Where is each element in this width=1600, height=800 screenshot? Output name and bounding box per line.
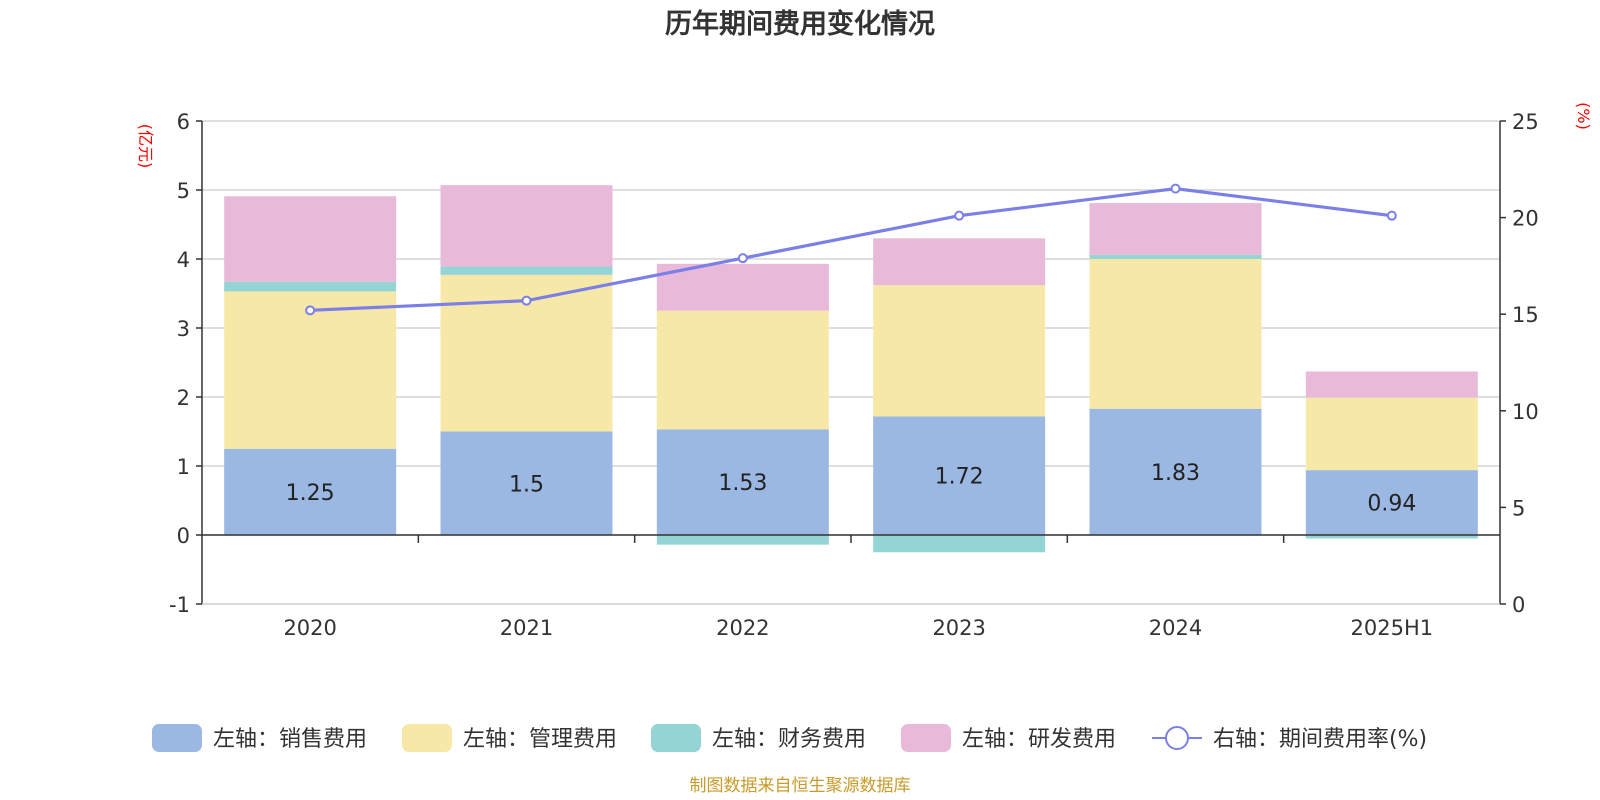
bar-2020-s2	[224, 281, 397, 292]
legend-swatch-0	[152, 724, 202, 752]
data-label-2023: 1.72	[935, 465, 984, 490]
legend-label-0: 左轴：销售费用	[213, 727, 367, 752]
bar-2023-s0	[873, 416, 1046, 535]
rate-point-2021	[521, 295, 532, 306]
bars	[224, 185, 1478, 553]
bar-2021-s0	[440, 431, 613, 535]
bar-2024-s0	[1089, 408, 1262, 535]
bar-2025H1-s2	[1305, 535, 1478, 539]
bar-2020-s0	[224, 448, 397, 535]
axes: -1 0 1 2 3 4 5 6 0 5 10 15 20 25 2020 2021 2022 2023 2024 2…	[136, 102, 1593, 640]
bar-2022-s3	[656, 263, 829, 311]
chart-title: 历年期间费用变化情况	[665, 8, 935, 40]
rate-point-2022	[737, 253, 748, 264]
legend-swatch-1	[402, 724, 452, 752]
y-right-tick-label-2: 10	[1512, 400, 1539, 424]
rate-point-2020	[305, 305, 316, 316]
y-right-tick-label-0: 0	[1512, 593, 1525, 617]
legend-label-rate: 右轴：期间费用率(%)	[1213, 727, 1427, 752]
y-left-tick-label-4: 3	[177, 317, 190, 341]
legend-label-3: 左轴：研发费用	[962, 727, 1116, 752]
data-label-2022: 1.53	[718, 471, 767, 496]
bar-2022-s2	[656, 535, 829, 545]
y-left-tick-label-0: -1	[169, 593, 190, 617]
legend-label-2: 左轴：财务费用	[712, 727, 866, 752]
x-tick-label-2021: 2021	[500, 616, 553, 640]
rate-line	[305, 183, 1397, 316]
rate-line-path	[310, 187, 1393, 312]
bar-2025H1-s1	[1305, 397, 1478, 471]
data-label-2021: 1.5	[509, 472, 544, 497]
grid	[202, 120, 1500, 605]
legend-label-1: 左轴：管理费用	[463, 727, 617, 752]
rate-point-2024	[1170, 183, 1181, 194]
y-right-tick-label-5: 25	[1512, 110, 1539, 134]
bar-2024-s3	[1089, 203, 1262, 255]
bar-2024-s2	[1089, 254, 1262, 259]
x-tick-label-2023: 2023	[932, 616, 985, 640]
y-left-tick-label-2: 1	[177, 455, 190, 479]
y-right-tick-label-1: 5	[1512, 496, 1525, 520]
y-left-tick-label-7: 6	[177, 110, 190, 134]
y-left-tick-label-5: 4	[177, 248, 190, 272]
data-labels: 1.25 1.5 1.53 1.72 1.83 0.94	[286, 461, 1417, 517]
x-tick-label-2022: 2022	[716, 616, 769, 640]
bar-2025H1-s0	[1305, 470, 1478, 535]
y-left-tick-label-6: 5	[177, 179, 190, 203]
y-left-unit: (亿元)	[136, 124, 155, 169]
legend: 左轴：销售费用 左轴：管理费用 左轴：财务费用 左轴：研发费用 右轴：期间费用率(%)	[152, 724, 1427, 752]
data-label-2025H1: 0.94	[1367, 492, 1416, 517]
source-note: 制图数据来自恒生聚源数据库	[690, 776, 911, 796]
y-right-tick-label-4: 20	[1512, 207, 1539, 231]
legend-swatch-3	[901, 724, 951, 752]
bar-2024-s1	[1089, 259, 1262, 409]
bar-2023-s1	[873, 285, 1046, 417]
bar-2020-s3	[224, 196, 397, 282]
x-tick-label-2024: 2024	[1149, 616, 1202, 640]
data-label-2020: 1.25	[286, 481, 335, 506]
bar-2022-s1	[656, 310, 829, 430]
bar-2022-s0	[656, 429, 829, 535]
data-label-2024: 1.83	[1151, 461, 1200, 486]
bar-2025H1-s3	[1305, 371, 1478, 398]
x-tick-label-2020: 2020	[283, 616, 336, 640]
rate-point-2023	[954, 210, 965, 221]
legend-line-marker	[1165, 726, 1189, 750]
bar-2021-s2	[440, 266, 613, 275]
bar-2020-s1	[224, 291, 397, 449]
bar-2021-s3	[440, 185, 613, 267]
bar-2023-s3	[873, 238, 1046, 286]
y-right-tick-label-3: 15	[1512, 303, 1539, 327]
y-left-tick-label-1: 0	[177, 524, 190, 548]
y-left-tick-label-3: 2	[177, 386, 190, 410]
y-right-unit: (%)	[1574, 102, 1593, 130]
bar-2023-s2	[873, 535, 1046, 553]
x-tick-label-2025H1: 2025H1	[1351, 616, 1434, 640]
rate-point-2025H1	[1386, 210, 1397, 221]
legend-swatch-2	[651, 724, 701, 752]
